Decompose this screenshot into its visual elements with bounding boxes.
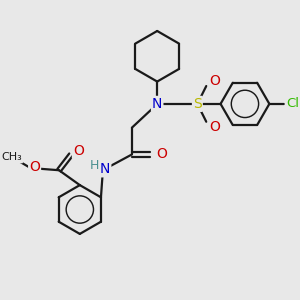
Text: Cl: Cl [286, 98, 299, 110]
Text: O: O [29, 160, 40, 174]
Text: O: O [73, 144, 84, 158]
Text: O: O [209, 74, 220, 88]
Text: N: N [152, 97, 162, 111]
Text: H: H [90, 159, 99, 172]
Text: O: O [209, 120, 220, 134]
Text: O: O [156, 148, 167, 161]
Text: CH₃: CH₃ [1, 152, 22, 162]
Text: N: N [100, 162, 110, 176]
Text: S: S [193, 97, 202, 111]
